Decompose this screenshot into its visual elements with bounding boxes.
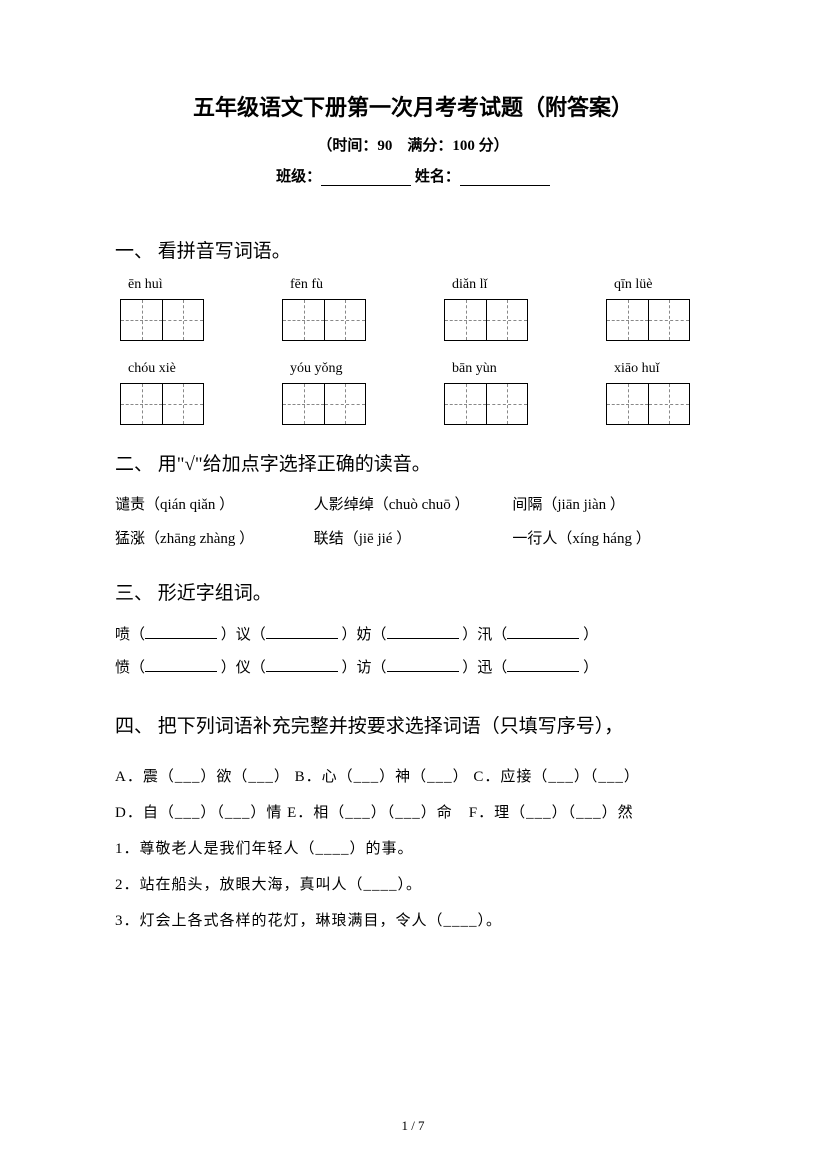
char-box-row bbox=[115, 383, 711, 425]
char-box-row bbox=[115, 299, 711, 341]
pinyin-label: qīn lüè bbox=[606, 277, 706, 293]
section2-body: 谴责（qián qiǎn ） 人影绰绰（chuò chuō ） 间隔（jiān … bbox=[115, 490, 711, 554]
q2-item: 人影绰绰（chuò chuō ） bbox=[314, 490, 513, 520]
q4-options: A．震（___）欲（___） B．心（___）神（___） C．应接（___）（… bbox=[115, 759, 711, 795]
pinyin-label: yóu yǒng bbox=[282, 361, 382, 377]
blank[interactable] bbox=[266, 657, 338, 672]
blank[interactable] bbox=[387, 657, 459, 672]
page-title: 五年级语文下册第一次月考考试题（附答案） bbox=[115, 90, 711, 122]
section1-header: 一、 看拼音写词语。 bbox=[115, 236, 711, 263]
char-box-pair[interactable] bbox=[282, 383, 382, 425]
char-box-pair[interactable] bbox=[120, 299, 220, 341]
q4-item: 2．站在船头，放眼大海，真叫人（____）。 bbox=[115, 867, 711, 903]
page-footer: 1 / 7 bbox=[0, 1118, 826, 1134]
blank[interactable] bbox=[507, 657, 579, 672]
pinyin-label: diǎn lǐ bbox=[444, 277, 544, 293]
q4-item: 1．尊敬老人是我们年轻人（____）的事。 bbox=[115, 831, 711, 867]
class-label: 班级： bbox=[276, 169, 321, 185]
pinyin-row: chóu xiè yóu yǒng bān yùn xiāo huǐ bbox=[115, 361, 711, 377]
q2-item: 联结（jiē jié ） bbox=[314, 524, 513, 554]
blank[interactable] bbox=[387, 624, 459, 639]
section4-header: 四、 把下列词语补充完整并按要求选择词语（只填写序号）， bbox=[115, 709, 711, 745]
blank[interactable] bbox=[266, 624, 338, 639]
page-subtitle: （时间：90 满分：100 分） bbox=[115, 134, 711, 155]
q2-item: 间隔（jiān jiàn ） bbox=[512, 490, 711, 520]
pinyin-label: chóu xiè bbox=[120, 361, 220, 377]
blank[interactable] bbox=[145, 657, 217, 672]
class-blank[interactable] bbox=[321, 171, 411, 186]
q4-item: 3．灯会上各式各样的花灯，琳琅满目，令人（____）。 bbox=[115, 903, 711, 939]
section4-body: A．震（___）欲（___） B．心（___）神（___） C．应接（___）（… bbox=[115, 759, 711, 939]
pinyin-label: bān yùn bbox=[444, 361, 544, 377]
section3-body: 喷（ ）议（ ）妨（ ）汛（ ） 愤（ ）仪（ ）访（ ）迅（ ） bbox=[115, 619, 711, 685]
char-box-pair[interactable] bbox=[606, 299, 706, 341]
char-box-pair[interactable] bbox=[444, 383, 544, 425]
q4-options: D．自（___）（___）情 E．相（___）（___）命 F．理（___）（_… bbox=[115, 795, 711, 831]
blank[interactable] bbox=[507, 624, 579, 639]
pinyin-label: xiāo huǐ bbox=[606, 361, 706, 377]
form-line: 班级： 姓名： bbox=[115, 165, 711, 186]
char-box-pair[interactable] bbox=[444, 299, 544, 341]
q2-item: 谴责（qián qiǎn ） bbox=[115, 490, 314, 520]
pinyin-row: ēn huì fēn fù diǎn lǐ qīn lüè bbox=[115, 277, 711, 293]
pinyin-label: ēn huì bbox=[120, 277, 220, 293]
q2-item: 一行人（xíng háng ） bbox=[512, 524, 711, 554]
name-label: 姓名： bbox=[415, 169, 460, 185]
name-blank[interactable] bbox=[460, 171, 550, 186]
q2-item: 猛涨（zhāng zhàng ） bbox=[115, 524, 314, 554]
char-box-pair[interactable] bbox=[282, 299, 382, 341]
char-box-pair[interactable] bbox=[120, 383, 220, 425]
blank[interactable] bbox=[145, 624, 217, 639]
section3-header: 三、 形近字组词。 bbox=[115, 578, 711, 605]
pinyin-label: fēn fù bbox=[282, 277, 382, 293]
char-box-pair[interactable] bbox=[606, 383, 706, 425]
section2-header: 二、 用"√"给加点字选择正确的读音。 bbox=[115, 449, 711, 476]
